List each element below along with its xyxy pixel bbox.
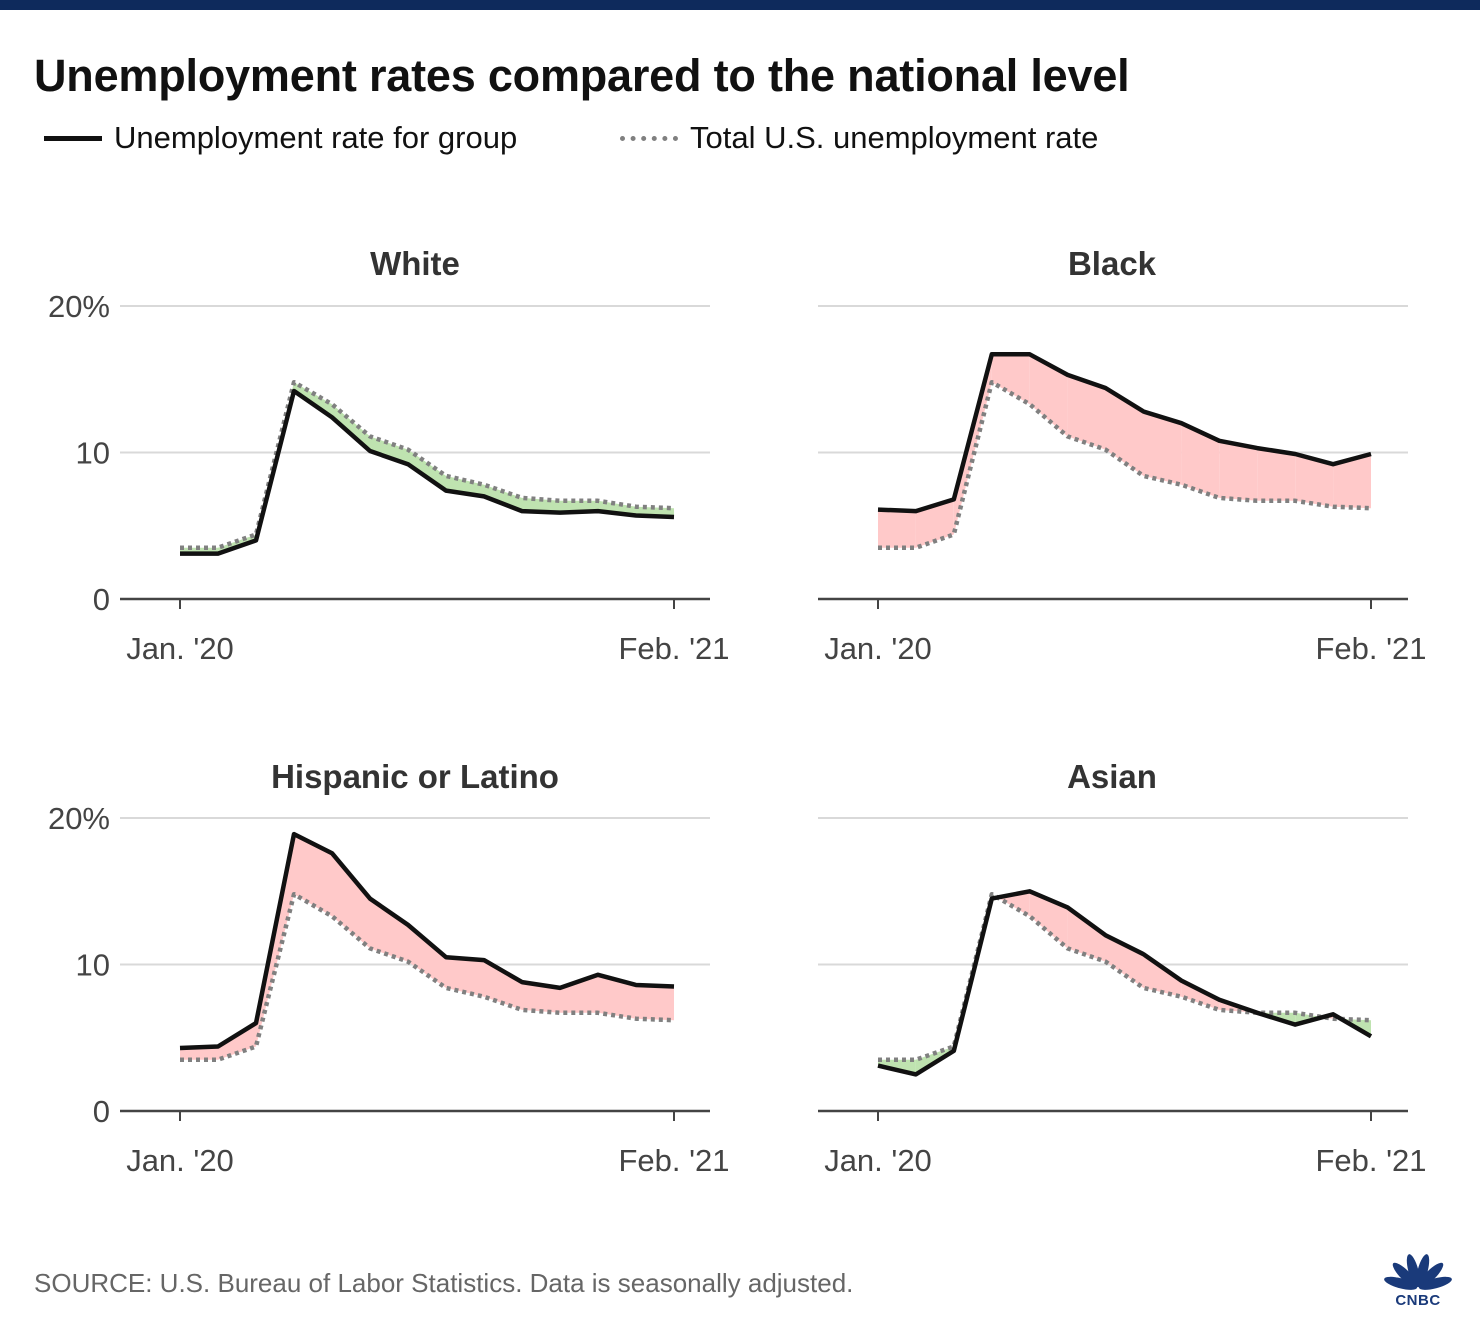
- gap-fill-above: [408, 924, 446, 988]
- gap-fill-above: [560, 974, 598, 1013]
- gap-fill-above: [1181, 423, 1220, 498]
- panel-title-black: Black: [1068, 245, 1157, 282]
- chart-title: Unemployment rates compared to the natio…: [34, 50, 1130, 101]
- gap-fill-above: [1067, 907, 1106, 962]
- legend-item-group: Unemployment rate for group: [44, 118, 517, 158]
- x-tick-label: Feb. '21: [618, 631, 729, 666]
- legend-label-group: Unemployment rate for group: [114, 120, 518, 155]
- cnbc-logo-text: CNBC: [1395, 1292, 1441, 1309]
- x-tick-label: Jan. '20: [126, 631, 234, 666]
- total-us-line: [180, 891, 675, 1062]
- y-tick-label: 0: [93, 582, 110, 617]
- gap-fill-above: [446, 957, 484, 997]
- total-us-line: [878, 891, 1372, 1062]
- legend-dotted-line-swatch: [620, 135, 678, 141]
- gap-fill-above: [1333, 454, 1371, 509]
- panel-title-white: White: [370, 245, 460, 282]
- gap-fill-above: [636, 985, 674, 1021]
- gap-fill-above: [1067, 374, 1106, 450]
- top-accent-bar: [0, 0, 1480, 10]
- y-tick-label: 20%: [48, 801, 110, 836]
- gap-fill-above: [522, 982, 560, 1013]
- y-tick-label: 0: [93, 1094, 110, 1129]
- gap-fill-above: [991, 354, 1030, 405]
- group-line-black: [877, 352, 1372, 514]
- group-line-asian: [877, 889, 1373, 1077]
- gap-fill-above: [1105, 935, 1144, 988]
- gap-fill-below: [332, 404, 370, 451]
- gap-fill-above: [218, 1023, 256, 1060]
- total-us-line: [878, 379, 1372, 550]
- gap-fill-above: [370, 898, 408, 962]
- legend-label-total: Total U.S. unemployment rate: [690, 120, 1099, 155]
- gap-fill-above: [915, 499, 954, 548]
- x-tick-label: Jan. '20: [824, 631, 932, 666]
- x-tick-label: Jan. '20: [824, 1143, 932, 1178]
- gap-fill-above: [1219, 440, 1258, 501]
- gap-fill-above: [1257, 448, 1296, 501]
- gap-fill-below: [408, 449, 446, 491]
- gap-fill-below: [484, 484, 522, 512]
- x-tick-label: Feb. '21: [1315, 631, 1426, 666]
- legend-item-total: Total U.S. unemployment rate: [620, 118, 1098, 158]
- gap-fill-above: [1143, 411, 1182, 485]
- y-tick-label: 10: [76, 948, 110, 983]
- legend: Unemployment rate for group Total U.S. u…: [44, 118, 1244, 158]
- y-tick-label: 10: [76, 436, 110, 471]
- cnbc-logo: CNBC: [1382, 1248, 1454, 1312]
- panel-title-asian: Asian: [1067, 758, 1157, 795]
- x-tick-label: Feb. '21: [1315, 1143, 1426, 1178]
- gap-fill-above: [1143, 954, 1182, 997]
- gap-fill-above: [598, 974, 636, 1019]
- source-note: SOURCE: U.S. Bureau of Labor Statistics.…: [34, 1268, 854, 1298]
- gap-fill-above: [1181, 980, 1220, 1010]
- gap-fill-above: [332, 853, 370, 949]
- y-tick-label: 20%: [48, 289, 110, 324]
- gap-fill-above: [484, 960, 522, 1010]
- gap-fill-below: [370, 436, 408, 465]
- peacock-icon: [1384, 1254, 1452, 1290]
- gap-fill-above: [1029, 354, 1068, 437]
- gap-fill-above: [294, 834, 332, 917]
- gap-fill-above: [1295, 454, 1334, 507]
- panel-title-hispanic-or-latino: Hispanic or Latino: [271, 758, 559, 795]
- total-us-line: [180, 379, 675, 550]
- x-tick-label: Feb. '21: [618, 1143, 729, 1178]
- legend-solid-line-swatch: [44, 135, 102, 141]
- x-tick-label: Jan. '20: [126, 1143, 234, 1178]
- group-line-white: [180, 388, 675, 556]
- gap-fill-above: [878, 509, 916, 548]
- group-line-hispanic-or-latino: [179, 831, 675, 1051]
